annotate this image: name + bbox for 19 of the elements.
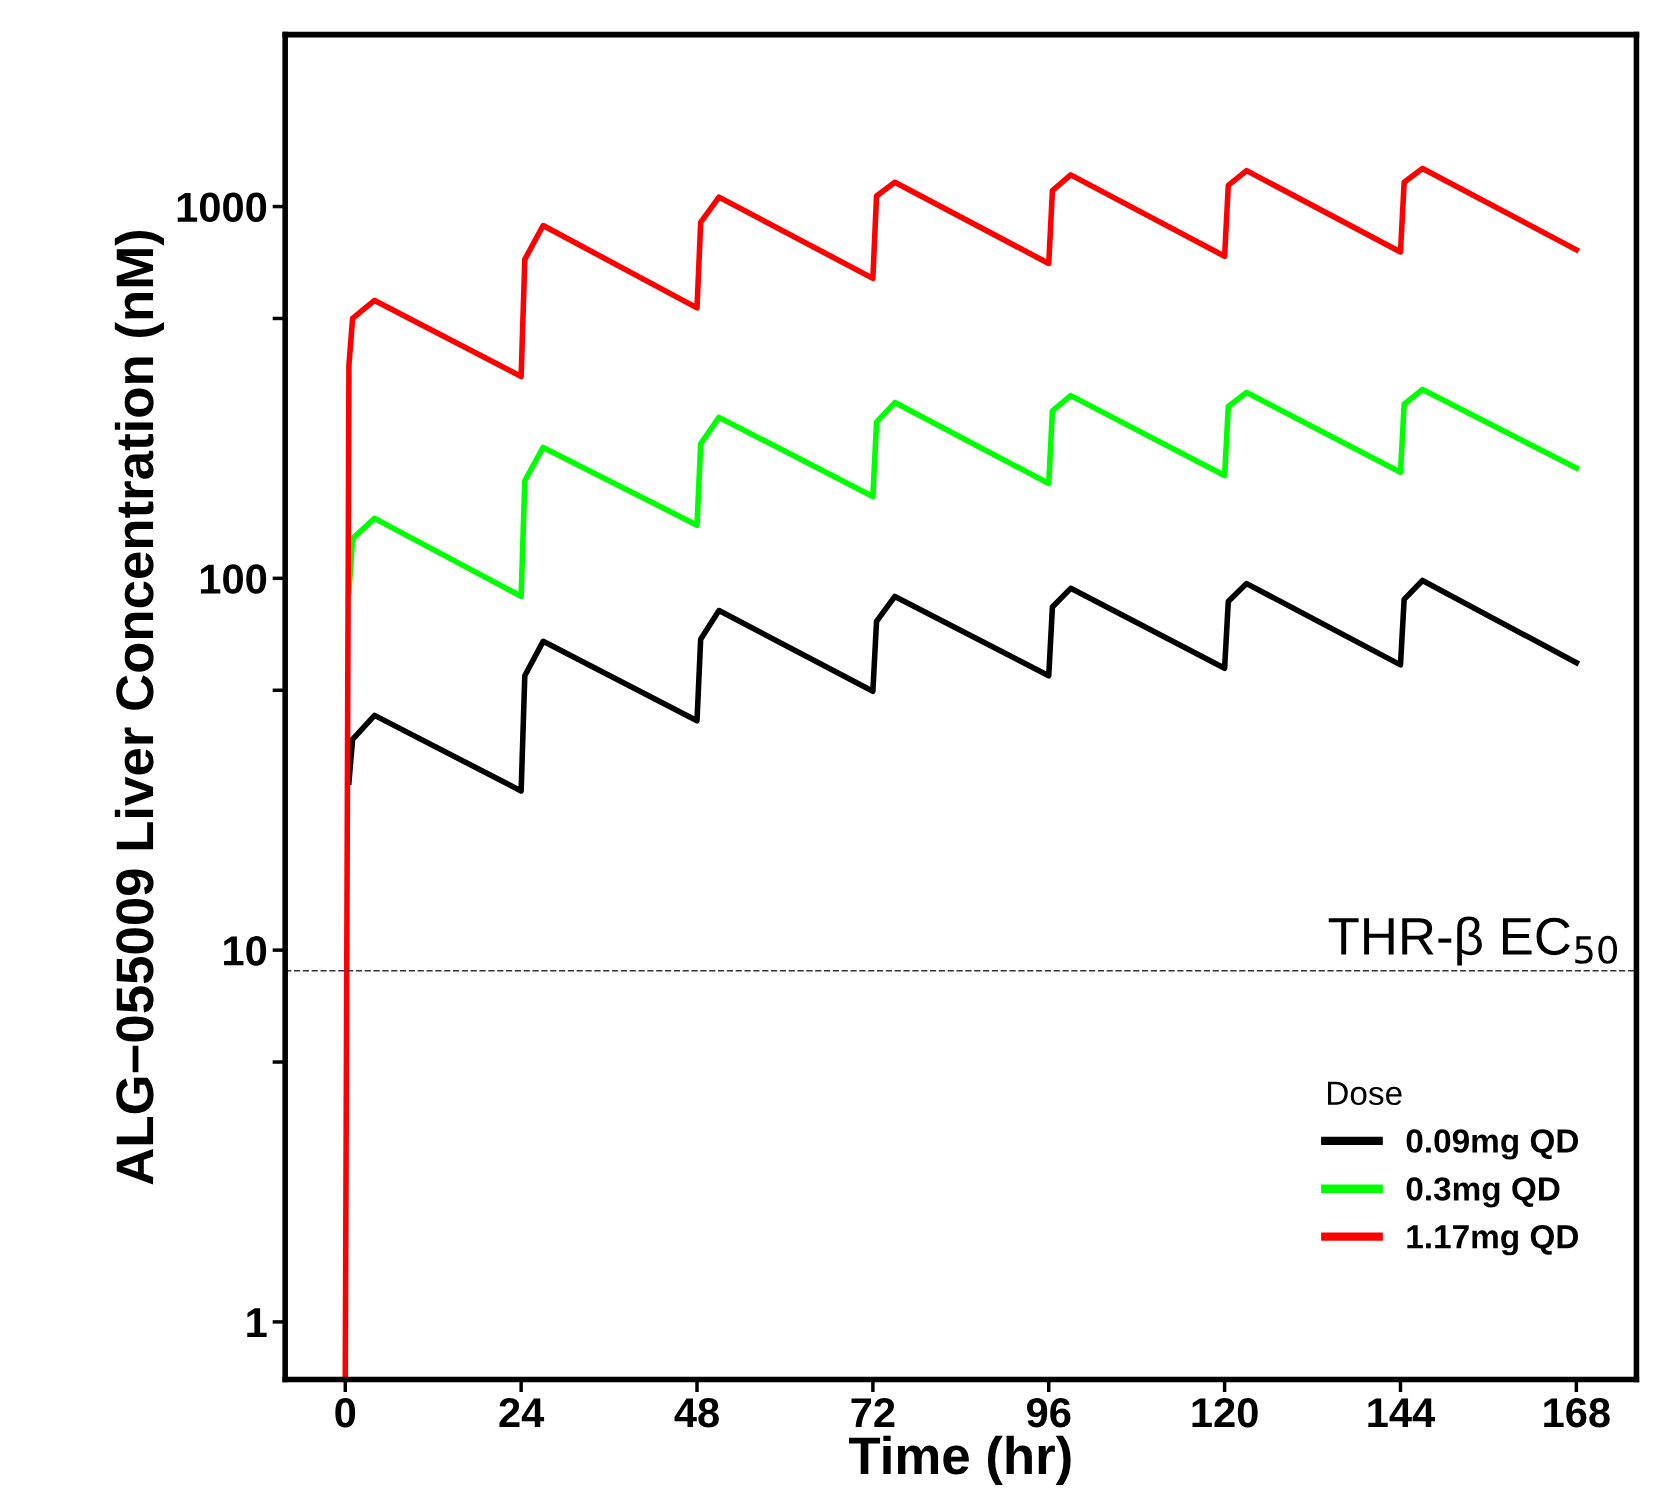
y-tick-label: 100 (200, 564, 267, 594)
ref-line-label: THR-β EC$_{50}$ (1328, 916, 1618, 966)
x-tick-label: 144 (1368, 1398, 1436, 1428)
x-tick-label: 24 (499, 1397, 545, 1428)
x-tick-label: 168 (1544, 1397, 1610, 1428)
y-tick-label: 10 (224, 936, 267, 966)
x-tick-label: 72 (851, 1397, 895, 1428)
x-tick-label: 48 (674, 1397, 719, 1428)
legend-label: 0.09mg QD (1406, 1129, 1579, 1160)
legend-label: 0.3mg QD (1406, 1177, 1560, 1208)
y-axis-title: ALG−055009 Liver Concentration (nM) (114, 230, 165, 1185)
y-tick-label: 1000 (177, 192, 267, 223)
legend-title: Dose (1328, 1081, 1402, 1106)
y-tick-label: 1 (247, 1308, 267, 1337)
legend-label: 1.17mg QD (1407, 1225, 1579, 1256)
x-tick-label: 120 (1192, 1397, 1258, 1428)
x-tick-label: 0 (335, 1397, 356, 1428)
x-axis-title: Time (hr) (848, 1435, 1071, 1485)
x-tick-label: 96 (1027, 1397, 1071, 1428)
